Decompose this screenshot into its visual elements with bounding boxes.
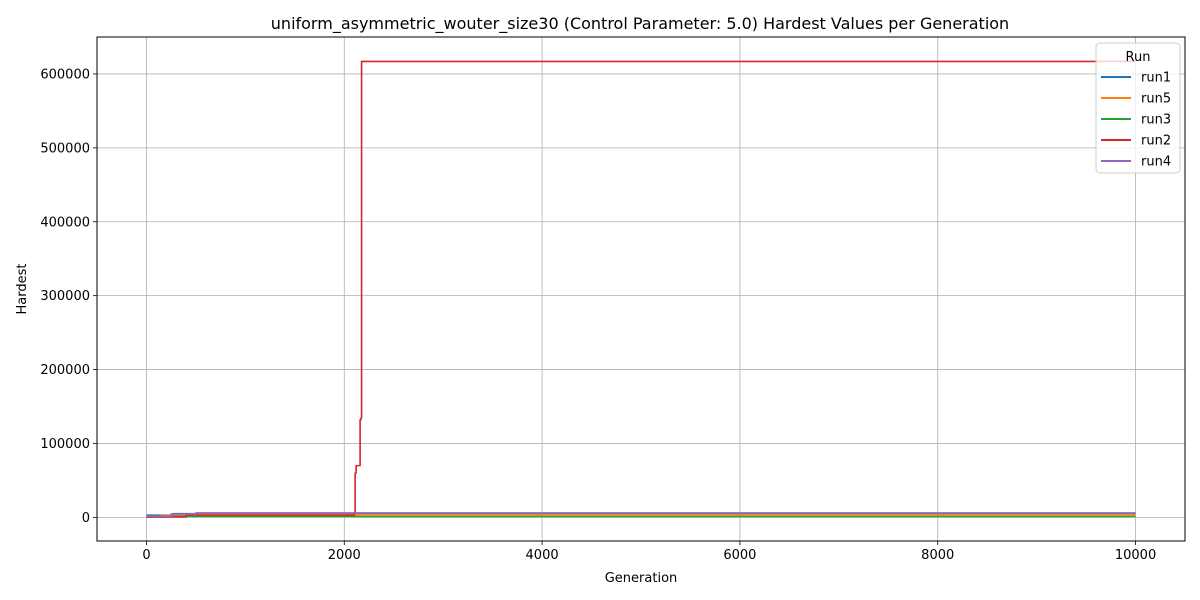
- legend-label-run2: run2: [1141, 134, 1171, 149]
- x-tick-label: 8000: [921, 548, 954, 563]
- y-tick-label: 300000: [40, 289, 90, 304]
- series-layer: [146, 60, 1136, 518]
- chart-title: uniform_asymmetric_wouter_size30 (Contro…: [271, 14, 1009, 34]
- y-tick-label: 400000: [40, 215, 90, 230]
- y-axis-label: Hardest: [15, 264, 30, 315]
- legend-label-run5: run5: [1141, 92, 1171, 107]
- y-tick-label: 100000: [40, 437, 90, 452]
- x-tick-label: 0: [142, 548, 150, 563]
- legend: Run run1 run5 run3 run2 run4: [1095, 42, 1181, 174]
- legend-title: Run: [1126, 50, 1151, 65]
- y-tick-label: 500000: [40, 141, 90, 156]
- y-tick-label: 200000: [40, 363, 90, 378]
- series-line-run4: [146, 512, 1136, 518]
- x-tick-label: 4000: [526, 548, 559, 563]
- legend-label-run1: run1: [1141, 71, 1171, 86]
- x-tick-label: 10000: [1115, 548, 1156, 563]
- y-tick-label: 0: [82, 511, 90, 526]
- y-ticks: 0 100000 200000 300000 400000 500000 600000: [40, 67, 97, 526]
- x-ticks: 0 2000 4000 6000 8000 10000: [142, 541, 1156, 563]
- x-axis-label: Generation: [605, 571, 678, 586]
- y-tick-label: 600000: [40, 67, 90, 82]
- plot-frame: [96, 36, 1186, 542]
- x-tick-label: 2000: [328, 548, 361, 563]
- series-line-run3: [146, 515, 1136, 518]
- legend-items: run1 run5 run3 run2 run4: [1101, 71, 1171, 170]
- series-line-run2: [146, 60, 1136, 518]
- legend-label-run4: run4: [1141, 155, 1171, 170]
- legend-label-run3: run3: [1141, 113, 1171, 128]
- x-tick-label: 6000: [723, 548, 756, 563]
